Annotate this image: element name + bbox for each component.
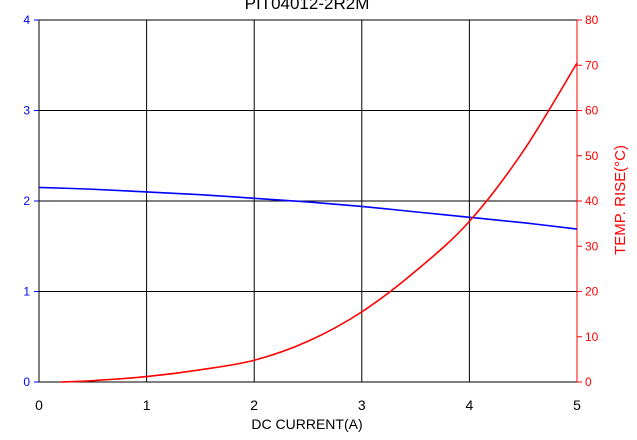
y-tick-label-right: 50 xyxy=(585,149,599,163)
x-tick-label: 5 xyxy=(573,397,581,413)
x-tick-label: 1 xyxy=(143,397,151,413)
y-tick-label-right: 30 xyxy=(585,239,599,253)
temp-rise-line xyxy=(60,62,578,383)
y-tick-label-right: 80 xyxy=(585,13,599,27)
x-tick-label: 2 xyxy=(250,397,258,413)
inductance-line xyxy=(38,186,578,230)
y-tick-label-left: 0 xyxy=(23,375,30,389)
y-tick-label-right: 60 xyxy=(585,104,599,118)
y-tick-label-left: 3 xyxy=(23,104,30,118)
gridlines xyxy=(38,19,578,383)
series-group xyxy=(38,62,578,383)
y-tick-label-left: 4 xyxy=(23,13,30,27)
y-tick-label-left: 1 xyxy=(23,285,30,299)
x-tick-label: 3 xyxy=(358,397,366,413)
axes xyxy=(34,19,582,383)
x-tick-label: 4 xyxy=(466,397,474,413)
y-tick-label-left: 2 xyxy=(23,194,30,208)
chart-title: PIT04012-2R2M xyxy=(245,0,370,13)
x-axis-label: DC CURRENT(A) xyxy=(251,416,362,432)
y-tick-label-right: 20 xyxy=(585,285,599,299)
y-axis-label-right: TEMP. RISE(°C) xyxy=(612,145,629,255)
y-tick-label-right: 0 xyxy=(585,375,592,389)
y-tick-label-right: 10 xyxy=(585,330,599,344)
x-tick-label: 0 xyxy=(35,397,43,413)
y-tick-label-right: 40 xyxy=(585,194,599,208)
y-tick-label-right: 70 xyxy=(585,58,599,72)
